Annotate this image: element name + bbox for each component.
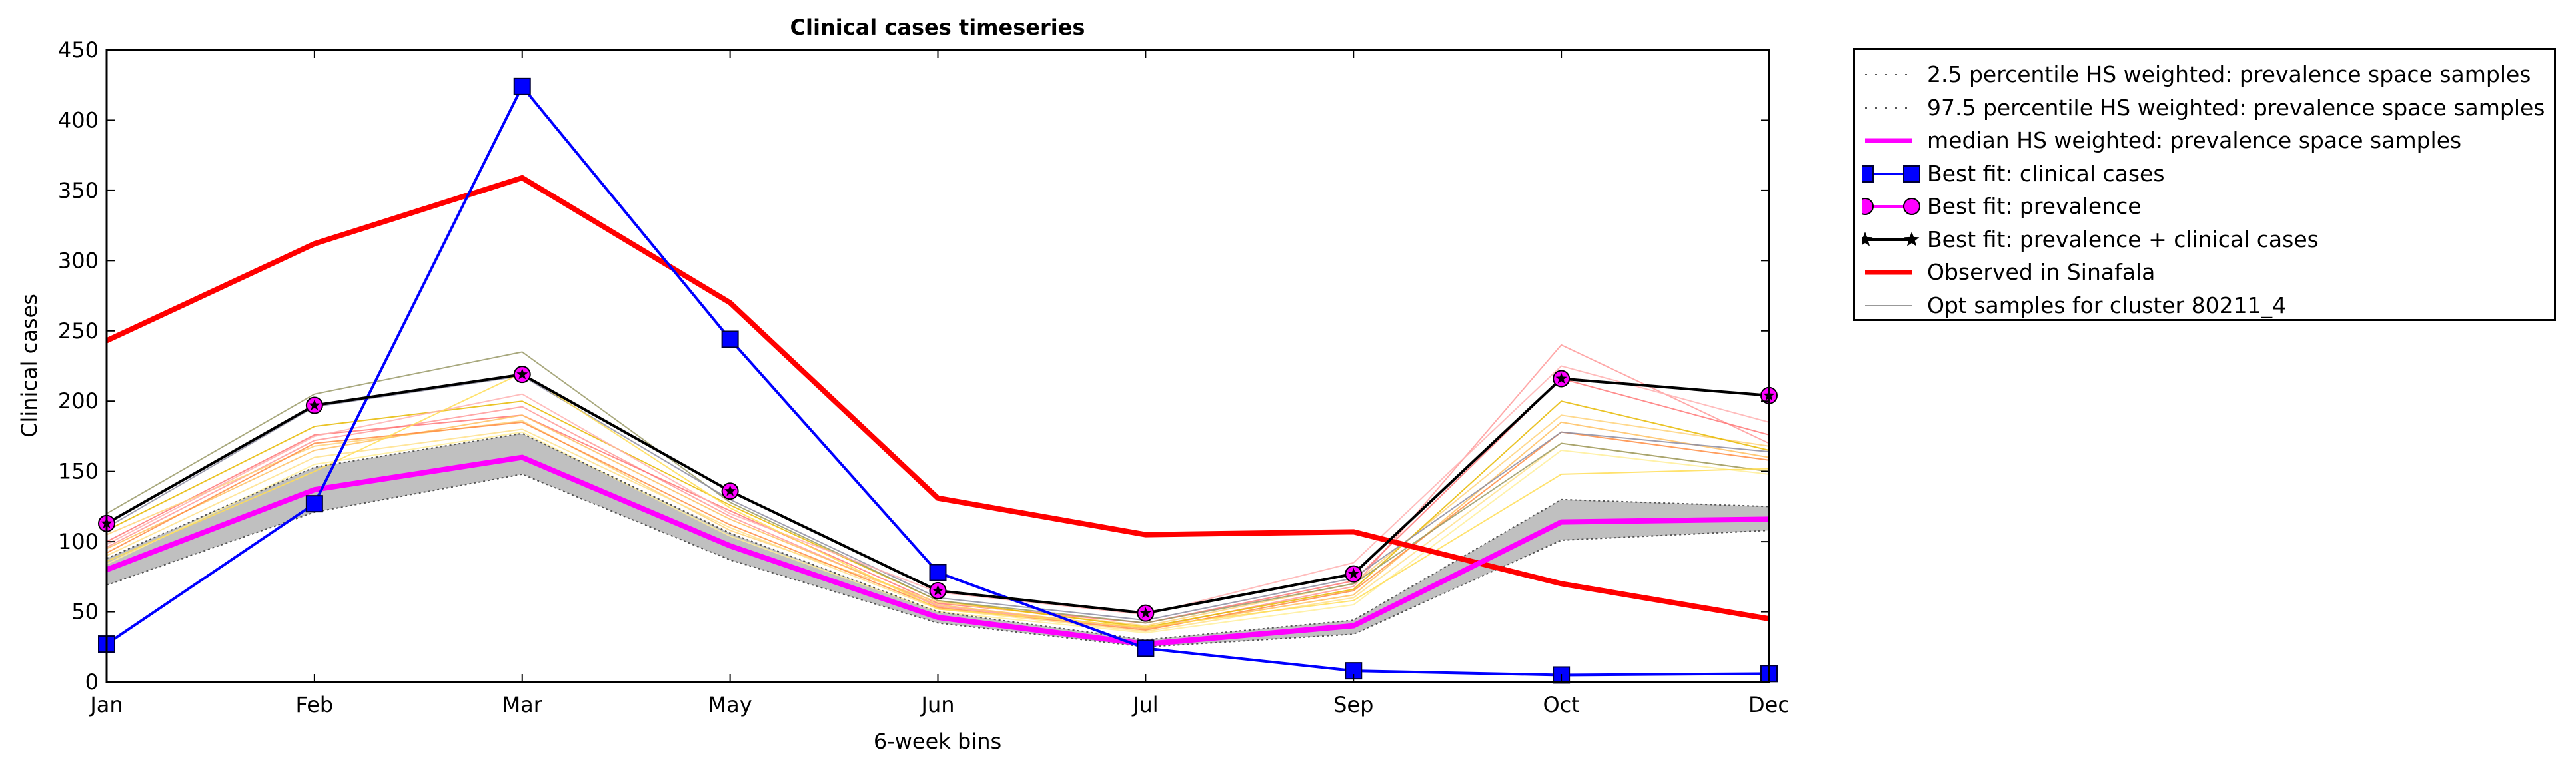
y-axis: 0 50 100 150 200 250 300 350 400 450	[58, 37, 1769, 695]
legend: 2.5 percentile HS weighted: prevalence s…	[1853, 48, 2556, 321]
combined-fit-point	[1139, 607, 1151, 618]
x-tick-label: Sep	[1333, 692, 1373, 717]
combined-fit-point	[516, 368, 528, 380]
legend-marker	[1862, 198, 1874, 215]
clinical-fit-point	[721, 330, 739, 348]
legend-swatch	[1862, 165, 1920, 183]
x-tick-label: Jan	[89, 692, 123, 717]
x-tick-label: Jun	[920, 692, 955, 717]
legend-swatch	[1865, 270, 1912, 275]
x-axis: Jan Feb Mar May Jun Jul Sep Oct Dec	[89, 50, 1790, 717]
y-tick-label: 200	[58, 388, 99, 414]
legend-swatch	[1865, 304, 1912, 306]
legend-marker	[1862, 231, 1873, 246]
x-axis-label: 6-week bins	[874, 729, 1001, 754]
legend-item: Observed in Sinafala	[1855, 256, 2554, 289]
x-tick-label: Feb	[296, 692, 334, 717]
legend-swatch	[1862, 198, 1920, 215]
opt-sample-line	[106, 372, 1770, 628]
legend-label: Best fit: prevalence	[1927, 193, 2142, 219]
y-tick-label: 450	[58, 37, 99, 63]
legend-label: Opt samples for cluster 80211_4	[1927, 292, 2287, 318]
clinical-fit-point	[305, 495, 323, 513]
legend-marker	[1862, 165, 1874, 183]
legend-label: median HS weighted: prevalence space sam…	[1927, 127, 2462, 153]
legend-swatch	[1865, 138, 1912, 143]
opt-samples	[106, 344, 1770, 634]
legend-swatch	[1865, 107, 1912, 109]
y-axis-label: Clinical cases	[17, 294, 42, 438]
legend-label: Best fit: prevalence + clinical cases	[1927, 226, 2319, 252]
y-tick-label: 100	[58, 529, 99, 554]
series-markers	[98, 77, 1778, 684]
combined-fit-point	[1347, 568, 1359, 579]
legend-swatch	[1865, 74, 1912, 75]
legend-marker	[1903, 165, 1920, 183]
x-tick-label: May	[708, 692, 752, 717]
opt-sample-line	[106, 431, 1770, 634]
x-tick-label: Jul	[1131, 692, 1159, 717]
y-tick-label: 250	[58, 318, 99, 344]
opt-sample-line	[106, 351, 1770, 624]
clinical-fit-point	[513, 77, 531, 95]
combined-fit-point	[724, 485, 736, 496]
legend-item: Opt samples for cluster 80211_4	[1855, 289, 2554, 322]
legend-label: Observed in Sinafala	[1927, 259, 2156, 285]
combined-fit-point	[1555, 372, 1567, 384]
legend-swatch	[1862, 231, 1920, 246]
opt-sample-line	[106, 378, 1770, 624]
y-tick-label: 400	[58, 107, 99, 133]
legend-item: Best fit: prevalence	[1855, 190, 2554, 223]
opt-sample-line	[106, 421, 1770, 631]
legend-item: 97.5 percentile HS weighted: prevalence …	[1855, 91, 2554, 125]
series-line	[106, 473, 1770, 648]
combined-fit-point	[932, 584, 944, 596]
y-tick-label: 300	[58, 248, 99, 273]
legend-label: 97.5 percentile HS weighted: prevalence …	[1927, 94, 2545, 121]
y-tick-label: 150	[58, 459, 99, 484]
legend-marker	[1903, 198, 1920, 215]
opt-sample-line	[106, 344, 1770, 629]
series-line	[105, 454, 1770, 647]
clinical-fit-point	[1137, 639, 1155, 657]
clinical-fit-point	[929, 564, 947, 581]
combined-fit-point	[309, 399, 321, 410]
legend-label: 2.5 percentile HS weighted: prevalence s…	[1927, 61, 2531, 87]
chart-title: Clinical cases timeseries	[790, 15, 1085, 40]
legend-label: Best fit: clinical cases	[1927, 160, 2165, 187]
x-tick-label: Dec	[1748, 692, 1790, 717]
legend-item: Best fit: prevalence + clinical cases	[1855, 223, 2554, 256]
x-tick-label: Mar	[502, 692, 543, 717]
legend-marker	[1904, 231, 1920, 246]
series-line	[105, 175, 1770, 622]
opt-sample-line	[106, 414, 1770, 627]
x-tick-label: Oct	[1543, 692, 1579, 717]
legend-item: 2.5 percentile HS weighted: prevalence s…	[1855, 58, 2554, 91]
y-tick-label: 0	[85, 669, 99, 695]
legend-item: Best fit: clinical cases	[1855, 157, 2554, 191]
y-tick-label: 50	[71, 599, 99, 625]
legend-item: median HS weighted: prevalence space sam…	[1855, 124, 2554, 157]
y-tick-label: 350	[58, 178, 99, 203]
